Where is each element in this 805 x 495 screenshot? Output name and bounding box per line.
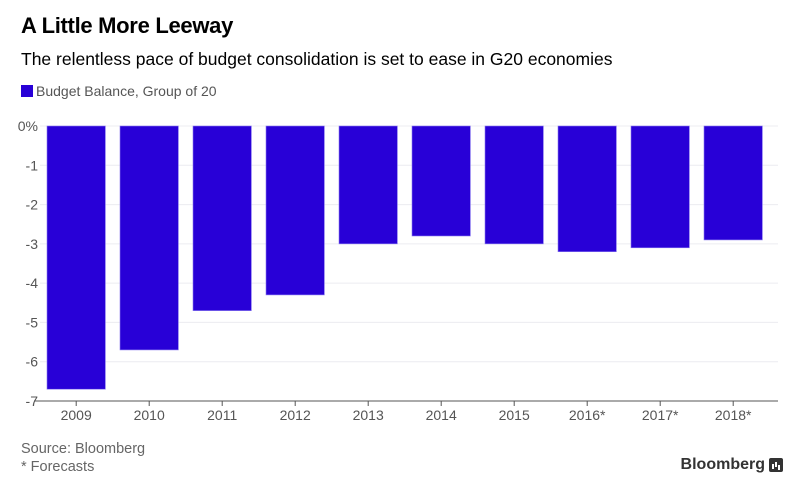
chart-title: A Little More Leeway xyxy=(21,13,234,38)
x-tick-label: 2014 xyxy=(426,407,457,423)
y-tick-label: 0% xyxy=(18,118,38,134)
y-tick-label: -1 xyxy=(26,157,39,173)
brand-logo: Bloomberg xyxy=(681,456,783,474)
y-tick-label: -5 xyxy=(26,314,39,330)
y-tick-label: -6 xyxy=(26,354,39,370)
y-tick-label: -3 xyxy=(26,236,39,252)
legend-label: Budget Balance, Group of 20 xyxy=(36,83,217,99)
bar-2015 xyxy=(484,125,544,245)
x-tick-label: 2010 xyxy=(134,407,165,423)
y-tick-label: -4 xyxy=(26,275,39,291)
x-tick-label: 2018* xyxy=(715,407,752,423)
y-tick-label: -2 xyxy=(26,197,39,213)
y-tick-label: -7 xyxy=(26,393,39,409)
x-axis: 2009 2010 2011 2012 2013 2014 2015 2016* 2017* 20… xyxy=(34,400,778,423)
legend: Budget Balance, Group of 20 xyxy=(21,83,217,99)
source-text: Source: Bloomberg xyxy=(21,441,146,457)
x-tick-label: 2009 xyxy=(61,407,92,423)
bar-2009 xyxy=(46,125,106,390)
bar-2010 xyxy=(119,125,179,351)
bar-2018 xyxy=(703,125,763,241)
bar-2014 xyxy=(411,125,471,237)
bar-2011 xyxy=(192,125,252,311)
brand-text: Bloomberg xyxy=(680,456,765,473)
y-axis: 0% -1 -2 -3 -4 -5 -6 -7 xyxy=(18,118,38,409)
x-tick-label: 2015 xyxy=(499,407,530,423)
bar-2017 xyxy=(630,125,690,249)
chart-subtitle: The relentless pace of budget consolidat… xyxy=(21,49,613,69)
x-tick-label: 2012 xyxy=(280,407,311,423)
chart-badge-icon xyxy=(769,458,783,472)
x-tick-label: 2016* xyxy=(569,407,606,423)
bars xyxy=(46,125,763,390)
source-note: Source: Bloomberg * Forecasts xyxy=(21,440,145,476)
legend-swatch xyxy=(21,85,33,97)
forecast-note: * Forecasts xyxy=(21,459,95,475)
bar-2013 xyxy=(338,125,398,245)
bar-2012 xyxy=(265,125,325,296)
x-tick-label: 2013 xyxy=(353,407,384,423)
x-tick-label: 2011 xyxy=(207,407,237,423)
x-tick-label: 2017* xyxy=(642,407,679,423)
bar-2016 xyxy=(557,125,617,253)
